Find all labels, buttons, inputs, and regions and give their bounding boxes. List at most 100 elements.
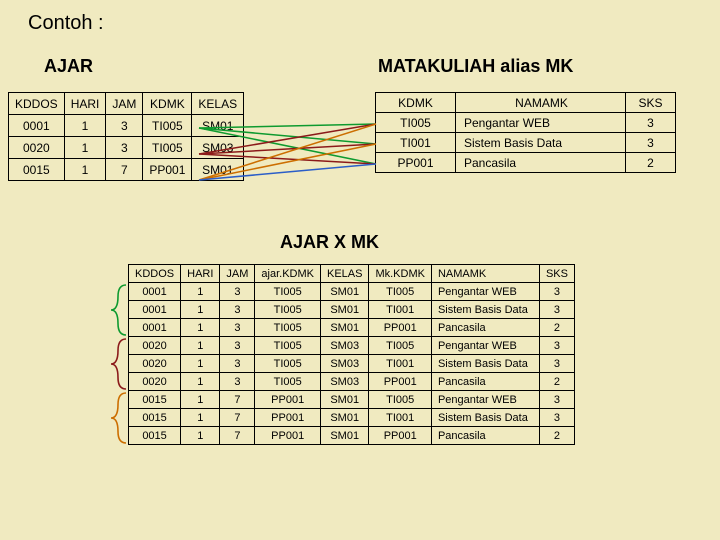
join-cell: TI005 [255,355,321,373]
join-cell: Pengantar WEB [431,283,539,301]
mk-row: TI001Sistem Basis Data3 [376,133,676,153]
mk-col-2: SKS [626,93,676,113]
page-title: Contoh : [28,12,104,35]
join-cell: 1 [181,373,220,391]
join-cell: TI005 [369,337,432,355]
join-cell: 3 [220,283,255,301]
ajar-title: AJAR [44,56,93,77]
join-cell: TI005 [369,391,432,409]
join-cell: PP001 [255,409,321,427]
join-title: AJAR X MK [280,232,379,253]
join-cell: TI005 [255,337,321,355]
ajar-cell: 1 [64,137,106,159]
mk-cell: Pengantar WEB [456,113,626,133]
join-cell: TI005 [255,301,321,319]
join-row: 001517PP001SM01PP001Pancasila2 [129,427,575,445]
join-cell: 0015 [129,409,181,427]
join-cell: PP001 [369,319,432,337]
join-cell: SM01 [320,391,368,409]
ajar-row: 002013TI005SM03 [9,137,244,159]
mk-cell: Sistem Basis Data [456,133,626,153]
ajar-col-4: KELAS [192,93,244,115]
join-cell: 3 [539,391,574,409]
join-cell: 7 [220,409,255,427]
join-col-7: SKS [539,265,574,283]
join-cell: 0020 [129,337,181,355]
join-cell: 0020 [129,355,181,373]
mk-col-1: NAMAMK [456,93,626,113]
ajar-row: 001517PP001SM01 [9,159,244,181]
join-cell: 0001 [129,301,181,319]
ajar-cell: SM01 [192,159,244,181]
join-cell: 3 [220,355,255,373]
ajar-cell: 0001 [9,115,65,137]
mk-cell: PP001 [376,153,456,173]
ajar-col-1: HARI [64,93,106,115]
mk-cell: TI005 [376,113,456,133]
join-cell: TI001 [369,409,432,427]
join-row: 002013TI005SM03PP001Pancasila2 [129,373,575,391]
join-row: 002013TI005SM03TI001Sistem Basis Data3 [129,355,575,373]
mk-cell: Pancasila [456,153,626,173]
group-brace [110,283,126,337]
join-cell: SM03 [320,373,368,391]
join-cell: 1 [181,427,220,445]
ajar-cell: SM03 [192,137,244,159]
mk-cell: 3 [626,133,676,153]
join-col-5: Mk.KDMK [369,265,432,283]
join-cell: 3 [220,373,255,391]
join-cell: Pancasila [431,319,539,337]
join-cell: SM03 [320,355,368,373]
join-col-0: KDDOS [129,265,181,283]
join-cell: 3 [539,337,574,355]
join-cell: TI005 [255,283,321,301]
join-cell: 2 [539,319,574,337]
join-cell: TI001 [369,301,432,319]
join-cell: 0001 [129,319,181,337]
join-cell: Sistem Basis Data [431,355,539,373]
ajar-cell: 3 [106,137,143,159]
join-cell: SM03 [320,337,368,355]
join-row: 001517PP001SM01TI005Pengantar WEB3 [129,391,575,409]
ajar-col-3: KDMK [143,93,192,115]
join-cell: 3 [220,319,255,337]
mk-row: PP001Pancasila2 [376,153,676,173]
join-cell: SM01 [320,319,368,337]
join-cell: 1 [181,409,220,427]
join-cell: 1 [181,337,220,355]
join-col-3: ajar.KDMK [255,265,321,283]
join-cell: 1 [181,355,220,373]
ajar-cell: 0020 [9,137,65,159]
join-row: 000113TI005SM01PP001Pancasila2 [129,319,575,337]
mk-col-0: KDMK [376,93,456,113]
join-cell: 0015 [129,391,181,409]
join-row: 001517PP001SM01TI001Sistem Basis Data3 [129,409,575,427]
join-cell: 3 [539,301,574,319]
join-cell: PP001 [369,427,432,445]
join-cell: SM01 [320,409,368,427]
join-cell: SM01 [320,427,368,445]
ajar-cell: TI005 [143,115,192,137]
ajar-cell: 1 [64,159,106,181]
join-cell: Sistem Basis Data [431,301,539,319]
group-brace [110,337,126,391]
join-cell: PP001 [255,391,321,409]
join-cell: 2 [539,427,574,445]
ajar-table: KDDOSHARIJAMKDMKKELAS000113TI005SM010020… [8,92,244,181]
join-col-6: NAMAMK [431,265,539,283]
join-row: 000113TI005SM01TI005Pengantar WEB3 [129,283,575,301]
mk-row: TI005Pengantar WEB3 [376,113,676,133]
join-cell: 3 [220,301,255,319]
join-cell: TI005 [255,373,321,391]
ajar-cell: 7 [106,159,143,181]
join-cell: 0001 [129,283,181,301]
join-cell: TI001 [369,355,432,373]
join-cell: 7 [220,391,255,409]
join-row: 002013TI005SM03TI005Pengantar WEB3 [129,337,575,355]
join-cell: Pancasila [431,427,539,445]
join-cell: PP001 [369,373,432,391]
ajar-col-0: KDDOS [9,93,65,115]
join-cell: TI005 [369,283,432,301]
ajar-cell: 1 [64,115,106,137]
join-cell: 3 [220,337,255,355]
